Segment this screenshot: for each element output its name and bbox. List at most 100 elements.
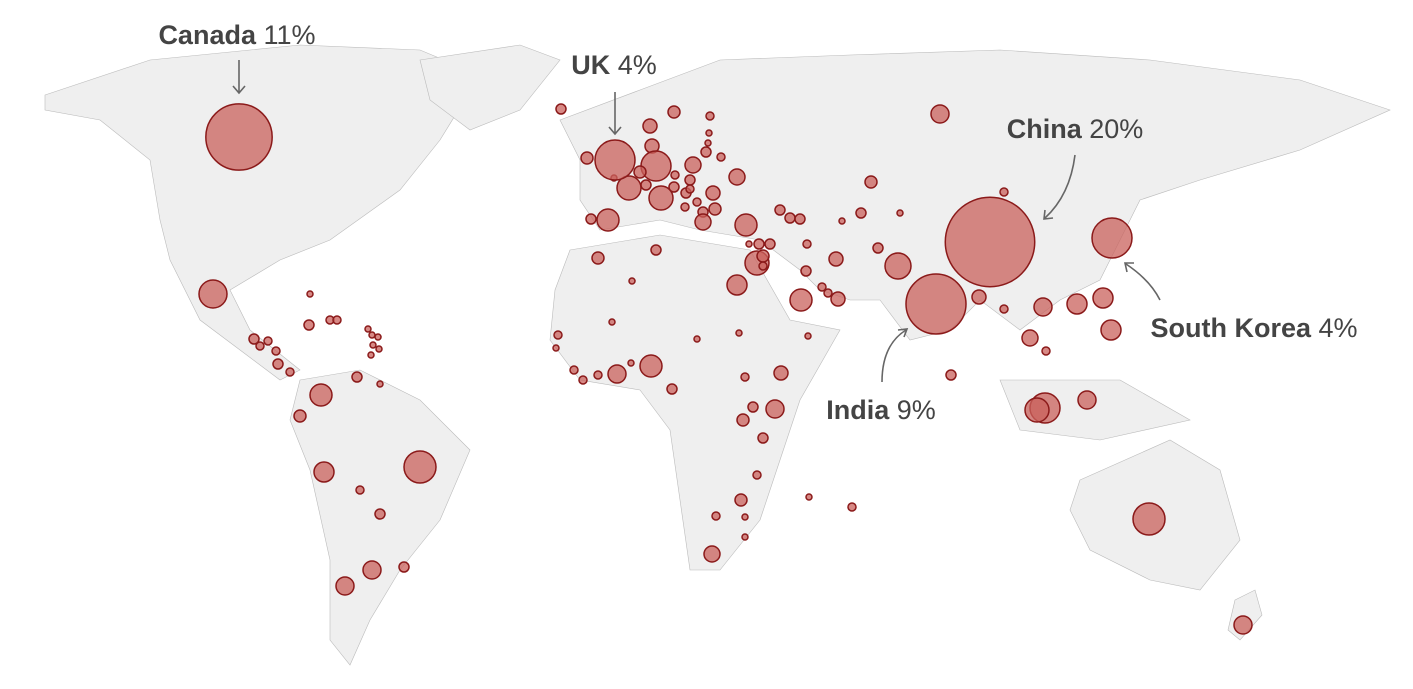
bubble [650,244,662,256]
bubble [591,251,605,265]
bubble [774,204,786,216]
bubble [555,103,567,115]
annotation: UK 4% [571,50,657,80]
bubble [248,333,260,345]
bubble [726,274,748,296]
bubble [640,150,672,182]
country-name: UK [571,50,610,80]
bubble [999,187,1009,197]
bubble [773,365,789,381]
bubble [1033,297,1053,317]
bubble [668,181,680,193]
bubble [847,502,857,512]
arrow [1043,154,1076,220]
bubble [944,196,1036,288]
bubble [764,238,776,250]
bubble [374,508,386,520]
bubble [692,197,702,207]
bubble [198,279,228,309]
bubble [999,304,1009,314]
bubble [313,461,335,483]
country-name: China [1007,114,1083,144]
bubble [362,560,382,580]
annotation: China 20% [1007,114,1144,144]
bubble [684,156,702,174]
bubble [752,470,762,480]
bubble [285,367,295,377]
bubble [756,249,770,263]
bubble [784,212,796,224]
bubble [740,372,750,382]
bubble [367,351,375,359]
share-label: 20% [1089,114,1143,144]
bubble [753,238,765,250]
bubble [694,213,712,231]
bubble [693,335,701,343]
country-name: South Korea [1150,313,1311,343]
bubble [1092,287,1114,309]
bubble [945,369,957,381]
bubble [608,318,616,326]
bubble [309,383,333,407]
bubble [703,545,721,563]
bubble [374,333,382,341]
bubble [1100,319,1122,341]
bubble [272,358,284,370]
bubble [303,319,315,331]
bubble [1091,217,1133,259]
labeled-bubbles [205,103,1133,335]
bubble [741,533,749,541]
bubble [642,118,658,134]
bubble [666,383,678,395]
bubble [794,213,806,225]
bubble [593,370,603,380]
bubble [705,129,713,137]
bubble [817,282,827,292]
bubble [1021,329,1039,347]
bubble [700,146,712,158]
bubble [1233,615,1253,635]
bubble [628,277,636,285]
bubble [884,252,912,280]
bubble [802,239,812,249]
bubble [736,413,750,427]
bubble [1041,346,1051,356]
labels: Canada 11% UK 4% China 20% India 9% South Ko… [158,20,1357,425]
bubble [864,175,878,189]
bubble [351,371,363,383]
bubble [205,103,273,171]
bubble [271,346,281,356]
share-label: 9% [897,395,936,425]
share-label: 4% [1319,313,1358,343]
bubble [805,493,813,501]
bubble [398,561,410,573]
bubble [569,365,579,375]
bubble [705,111,715,121]
bubble [594,139,636,181]
bubble [1024,397,1050,423]
bubble [711,511,721,521]
bubble [828,251,844,267]
bubble [684,174,696,186]
bubble [741,513,749,521]
bubble [705,185,721,201]
bubble [375,345,383,353]
bubble [830,291,846,307]
bubble [789,288,813,312]
bubble [403,450,437,484]
bubble [680,202,690,212]
bubble [255,341,265,351]
bubble [685,184,695,194]
bubble [716,152,726,162]
bubble [971,289,987,305]
annotation: South Korea 4% [1150,313,1357,343]
bubble [578,375,588,385]
bubble [585,213,597,225]
arrow [608,92,622,136]
arrows [232,60,1161,383]
bubble [640,179,652,191]
bubble [607,364,627,384]
annotation: Canada 11% [158,20,315,50]
bubble [838,217,846,225]
